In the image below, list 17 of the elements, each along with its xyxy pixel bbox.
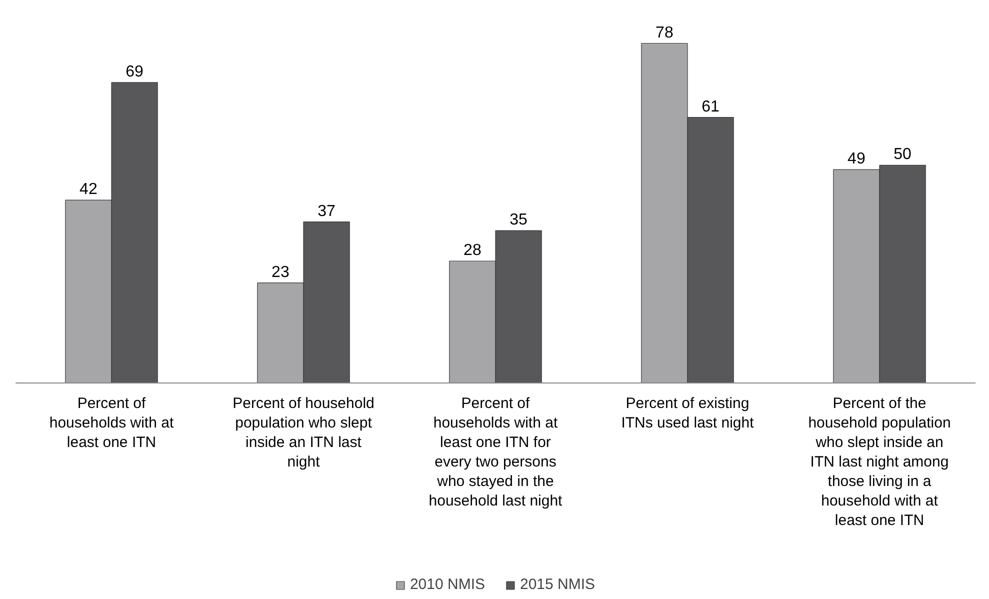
legend-label: 2015 NMIS — [520, 576, 596, 593]
x-tick-label: Percent of households with at least one ITN — [49, 394, 174, 452]
data-label: 69 — [126, 63, 144, 80]
data-label: 37 — [318, 202, 336, 220]
data-label: 78 — [656, 24, 674, 42]
data-label: 49 — [848, 150, 866, 168]
x-tick-label: Percent of the household population who slept inside an ITN last night among those living in a household with at least one ITN — [808, 394, 951, 530]
data-label: 23 — [272, 264, 290, 281]
data-label: 28 — [464, 242, 482, 260]
data-label: 50 — [894, 146, 912, 164]
legend-label: 2010 NMIS — [410, 576, 485, 593]
data-label: 42 — [80, 181, 98, 198]
data-label: 35 — [510, 212, 528, 229]
data-label: 61 — [702, 98, 720, 116]
x-tick-label: Percent of household population who slept inside an ITN last night — [232, 394, 374, 471]
x-tick-label: Percent of households with at least one ITN for every two persons who stayed in the household last night — [428, 394, 564, 510]
x-tick-label: Percent of existing ITNs used last night — [621, 394, 755, 432]
